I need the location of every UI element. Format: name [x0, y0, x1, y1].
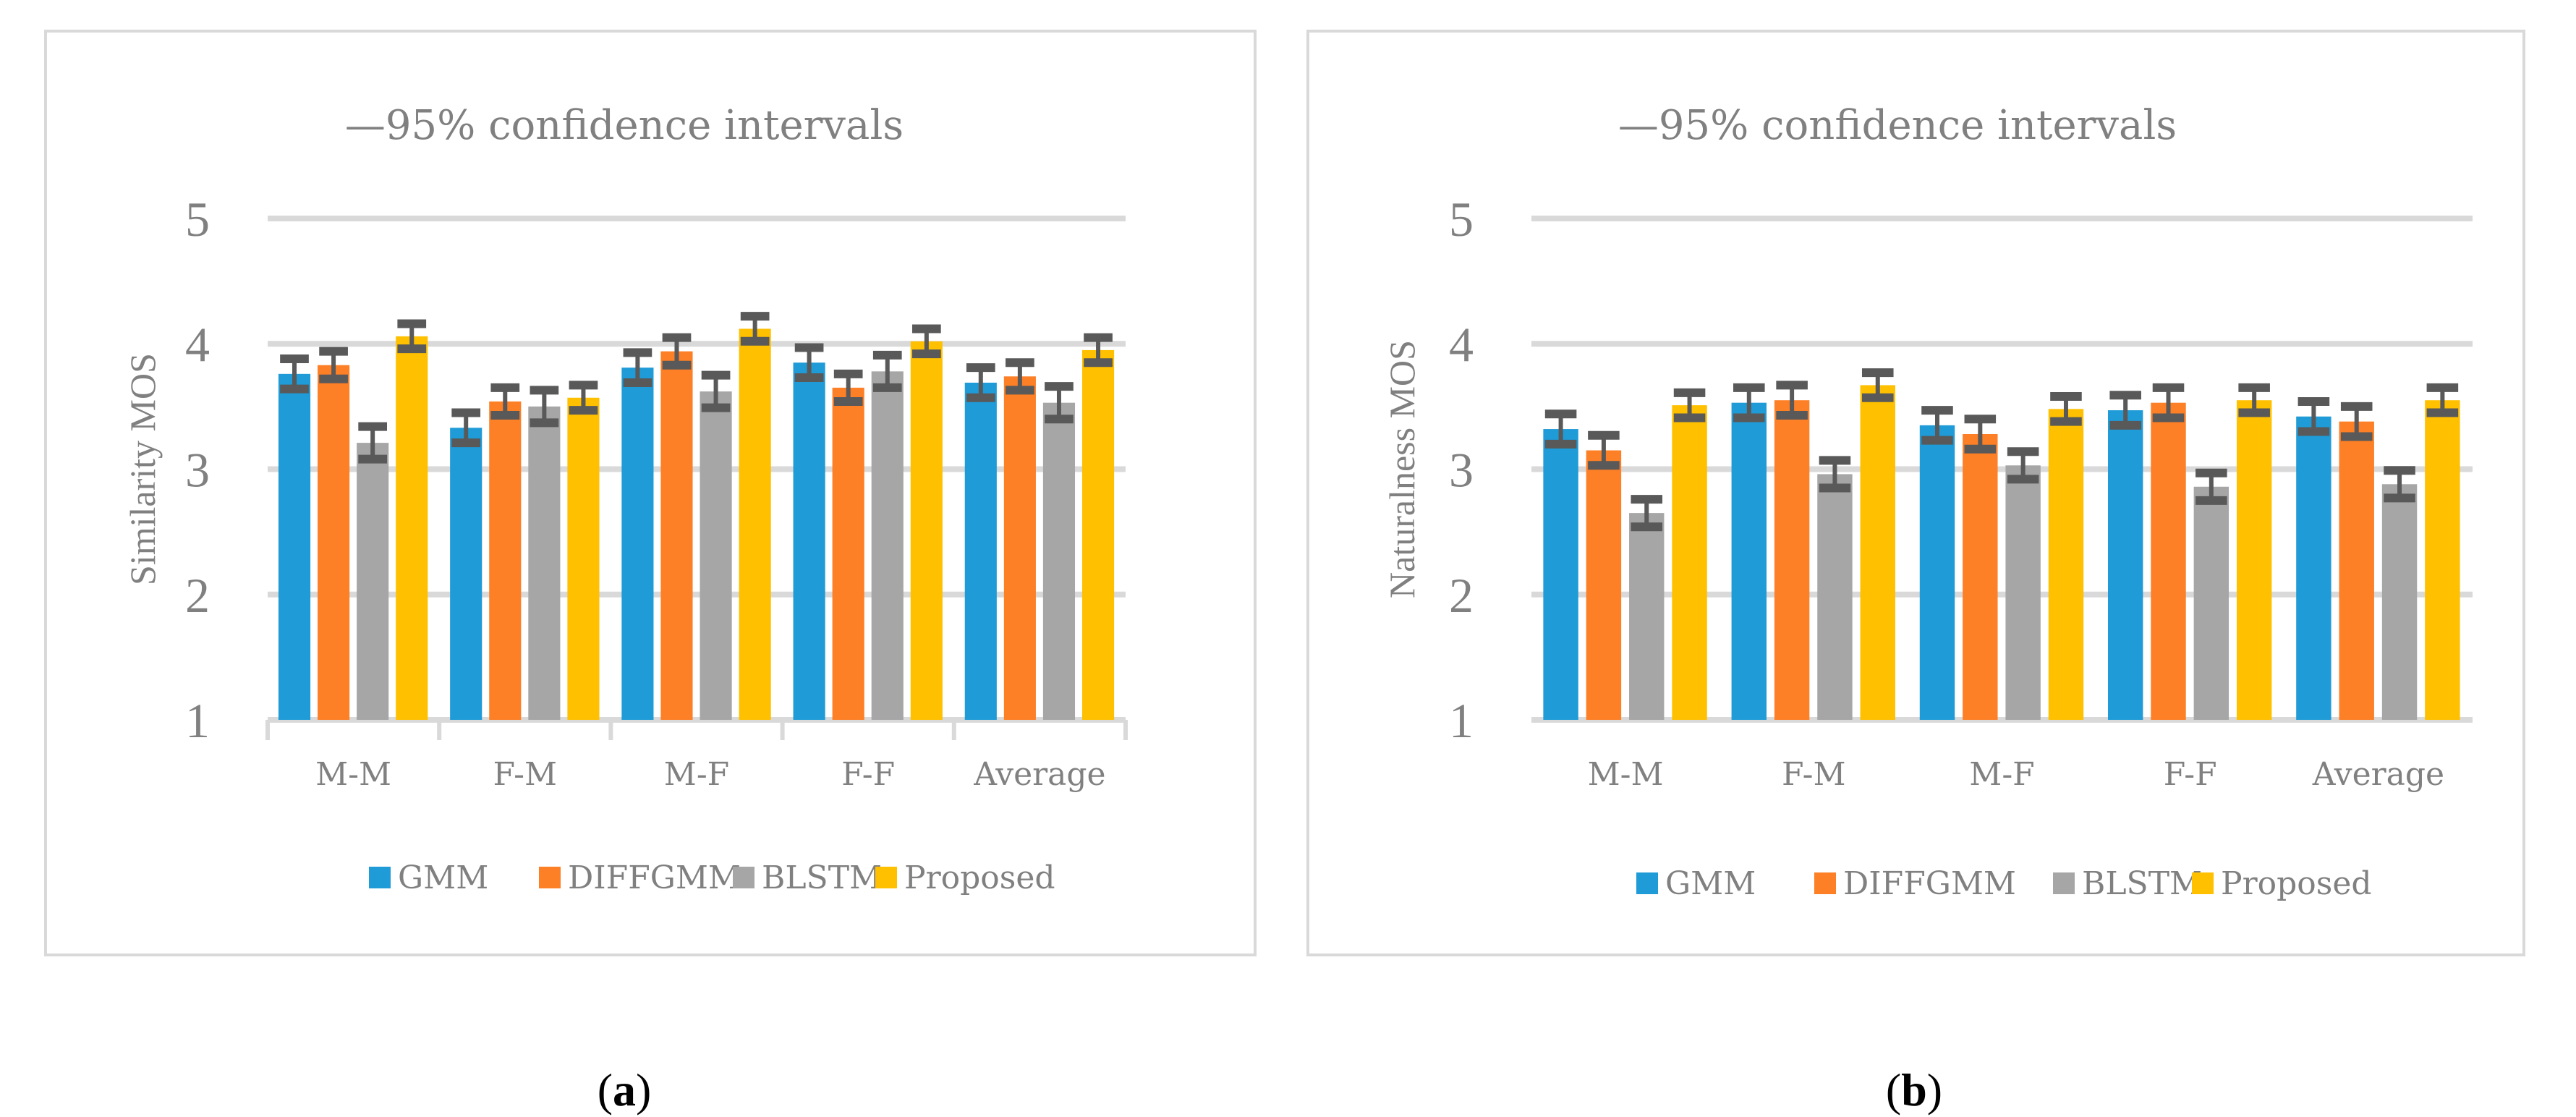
x-category-label: M-M: [1588, 756, 1664, 793]
bar-proposed-m-f: [739, 328, 771, 721]
bar-gmm-m-m: [278, 373, 311, 720]
bar-blstm-f-f: [2193, 486, 2229, 720]
bar-gmm-f-m: [450, 428, 483, 720]
legend-label-blstm: BLSTM: [2082, 865, 2202, 902]
bar-blstm-m-m: [1629, 513, 1665, 720]
y-axis-label: Similarity MOS: [122, 353, 163, 585]
bar-diffgmm-f-f: [832, 387, 864, 720]
legend-label-blstm: BLSTM: [762, 859, 882, 896]
bar-blstm-f-f: [871, 371, 904, 720]
chart-a: —95% confidence intervals 1 2 3 4 5 Similarity…: [122, 102, 1128, 896]
bar-blstm-m-f: [700, 391, 732, 720]
x-category-label: M-M: [315, 756, 391, 793]
caption-b: (b): [1885, 1064, 1943, 1116]
bar-gmm-average: [2296, 416, 2331, 720]
legend-label-diffgmm: DIFFGMM: [1843, 865, 2016, 902]
bar-blstm-m-f: [2005, 465, 2041, 720]
bar-gmm-m-f: [1919, 425, 1955, 720]
bar-proposed-m-f: [2048, 409, 2084, 720]
y-tick-label: 5: [185, 192, 210, 247]
y-axis-label: Naturalness MOS: [1382, 340, 1422, 598]
legend-swatch-gmm: [1636, 872, 1658, 894]
chart-title: —95% confidence intervals: [345, 102, 904, 149]
legend-label-diffgmm: DIFFGMM: [568, 859, 741, 896]
bar-proposed-f-f: [910, 341, 943, 720]
bar-diffgmm-f-f: [2151, 402, 2186, 720]
legend-label-gmm: GMM: [1665, 865, 1756, 902]
legend-swatch-blstm: [2053, 872, 2075, 894]
bar-diffgmm-m-m: [1586, 450, 1622, 720]
caption-b-letter: b: [1901, 1064, 1927, 1116]
bar-gmm-m-m: [1543, 429, 1578, 720]
bar-gmm-f-f: [2107, 410, 2143, 720]
bar-diffgmm-m-f: [1963, 433, 1998, 720]
bar-diffgmm-f-m: [489, 401, 522, 720]
x-category-label: M-F: [664, 756, 729, 793]
bar-gmm-f-m: [1731, 402, 1767, 720]
legend-swatch-gmm: [369, 867, 391, 888]
bar-diffgmm-m-m: [318, 365, 350, 720]
bar-blstm-f-m: [528, 406, 561, 720]
caption-a: (a): [597, 1064, 652, 1116]
bar-proposed-f-f: [2236, 400, 2272, 720]
bar-proposed-f-m: [1860, 385, 1895, 720]
x-category-label: F-F: [841, 756, 895, 793]
y-tick-label: 4: [185, 317, 210, 372]
y-tick-label: 1: [185, 693, 210, 748]
legend-swatch-proposed: [2192, 872, 2214, 894]
y-tick-label: 5: [1449, 192, 1474, 247]
y-tick-label: 1: [1449, 693, 1474, 748]
bar-proposed-m-m: [1672, 405, 1707, 720]
chart-b: —95% confidence intervals 1 2 3 4 5 Naturalnes…: [1382, 102, 2473, 902]
bar-diffgmm-m-f: [660, 351, 693, 720]
bar-gmm-average: [964, 382, 997, 720]
legend-swatch-diffgmm: [539, 867, 561, 888]
bar-diffgmm-f-m: [1774, 400, 1810, 720]
legend-swatch-diffgmm: [1814, 872, 1836, 894]
bar-blstm-average: [2381, 484, 2418, 720]
bar-proposed-average: [2425, 400, 2460, 720]
bar-gmm-m-f: [621, 368, 654, 720]
bar-blstm-average: [1042, 402, 1076, 720]
legend-swatch-proposed: [875, 867, 897, 888]
y-tick-label: 2: [1449, 568, 1474, 623]
y-tick-label: 3: [1449, 443, 1474, 498]
bar-diffgmm-average: [2339, 421, 2374, 720]
legend-swatch-blstm: [733, 867, 754, 888]
bar-blstm-m-m: [357, 443, 389, 720]
bar-proposed-f-m: [567, 397, 600, 720]
legend-label-gmm: GMM: [398, 859, 488, 896]
bar-proposed-m-m: [396, 336, 428, 721]
bar-diffgmm-average: [1003, 376, 1036, 720]
x-category-label: M-F: [1969, 756, 2034, 793]
x-category-label: F-M: [493, 756, 557, 793]
y-tick-label: 4: [1449, 317, 1474, 372]
x-category-label: F-F: [2164, 756, 2217, 793]
x-category-label: Average: [2312, 756, 2444, 793]
legend-label-proposed: Proposed: [2221, 865, 2372, 902]
chart-title: —95% confidence intervals: [1618, 102, 2177, 149]
bar-gmm-f-f: [793, 362, 825, 720]
y-tick-label: 2: [185, 568, 210, 623]
caption-a-letter: a: [613, 1064, 636, 1116]
bar-proposed-average: [1081, 349, 1115, 720]
bar-blstm-f-m: [1817, 474, 1853, 720]
x-category-label: F-M: [1782, 756, 1845, 793]
x-category-label: Average: [973, 756, 1105, 793]
y-tick-label: 3: [185, 443, 210, 498]
legend-label-proposed: Proposed: [904, 859, 1055, 896]
